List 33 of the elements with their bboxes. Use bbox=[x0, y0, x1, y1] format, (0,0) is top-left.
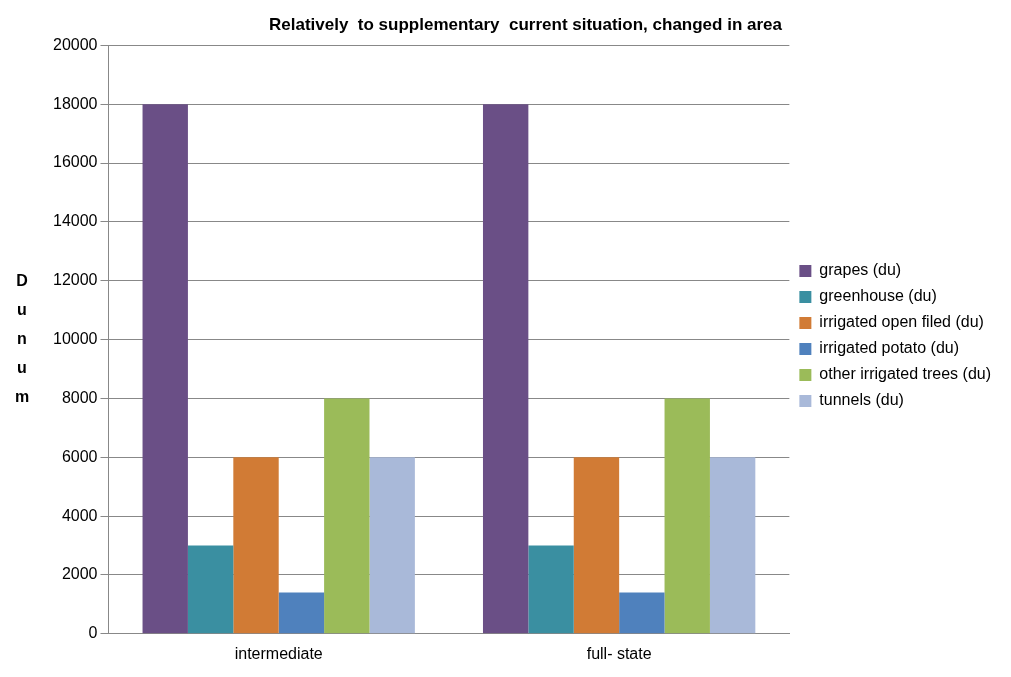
bar bbox=[187, 545, 234, 634]
y-tick-label: 4000 bbox=[61, 506, 98, 524]
legend-label: tunnels (du) bbox=[819, 391, 904, 409]
y-tick-label: 14000 bbox=[52, 212, 98, 230]
y-tick-label: 10000 bbox=[52, 330, 98, 348]
y-tick-label: 0 bbox=[88, 624, 98, 642]
bar bbox=[709, 457, 756, 634]
legend-label: other irrigated trees (du) bbox=[819, 365, 992, 383]
bar bbox=[233, 457, 279, 634]
bar bbox=[619, 592, 665, 634]
legend-label: greenhouse (du) bbox=[819, 287, 937, 305]
y-tick-label: 2000 bbox=[61, 565, 98, 583]
bar bbox=[278, 592, 325, 634]
x-tick-label: intermediate bbox=[234, 644, 323, 662]
legend-label: irrigated open filed (du) bbox=[819, 313, 984, 331]
bar bbox=[664, 398, 710, 634]
legend-label: irrigated potato (du) bbox=[819, 339, 960, 357]
bar bbox=[324, 398, 370, 634]
y-tick-label: 6000 bbox=[61, 447, 98, 465]
y-tick-label: 20000 bbox=[52, 35, 98, 53]
x-tick-label: full- state bbox=[586, 644, 652, 662]
y-tick-label: 8000 bbox=[61, 388, 98, 406]
bar bbox=[142, 104, 188, 634]
y-axis-title: Dunum bbox=[14, 272, 30, 406]
y-tick-label: 18000 bbox=[52, 94, 98, 112]
chart-title: Relatively to supplementary current situation, changed in area bbox=[269, 14, 783, 34]
bar bbox=[528, 545, 574, 634]
legend-label: grapes (du) bbox=[819, 261, 902, 279]
bar bbox=[573, 457, 620, 634]
bar bbox=[482, 104, 529, 634]
y-tick-label: 12000 bbox=[52, 271, 98, 289]
bar bbox=[369, 457, 415, 634]
y-tick-label: 16000 bbox=[52, 153, 98, 171]
